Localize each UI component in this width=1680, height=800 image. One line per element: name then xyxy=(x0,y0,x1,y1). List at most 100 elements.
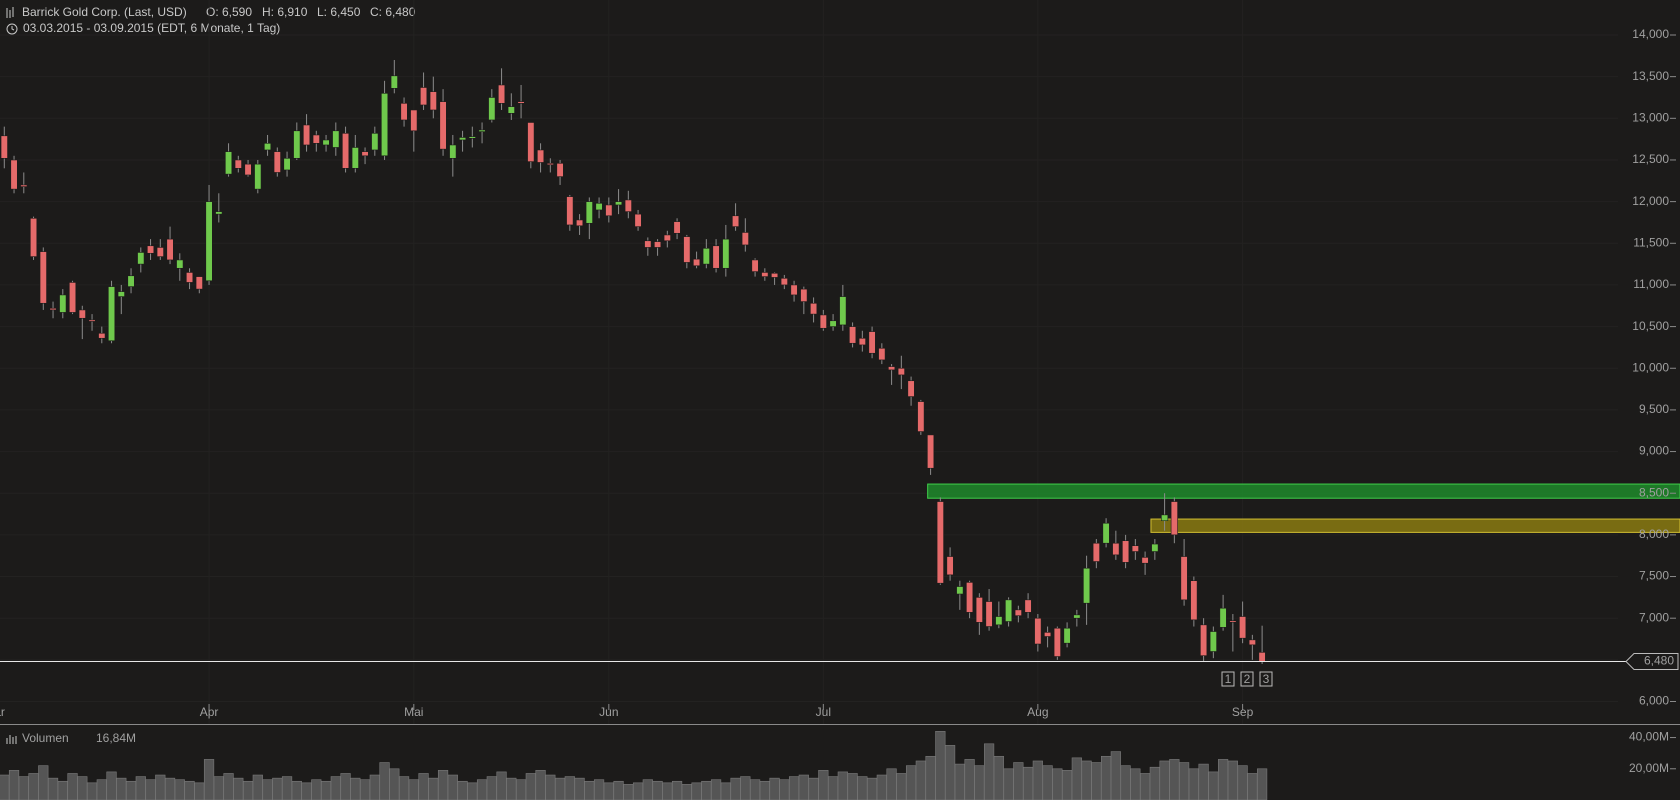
volume-bar xyxy=(993,755,1004,800)
candle-body xyxy=(78,309,86,319)
volume-bar xyxy=(964,759,975,800)
volume-bar xyxy=(164,777,176,800)
volume-bar xyxy=(1218,759,1229,800)
volume-bar xyxy=(1227,760,1238,800)
volume-bar xyxy=(905,765,917,800)
volume-bar xyxy=(944,745,956,800)
volume-bar xyxy=(262,779,273,800)
y-tick-label: 12,500 xyxy=(1632,152,1669,166)
volume-bar xyxy=(1169,759,1180,800)
zone xyxy=(1150,518,1680,533)
volume-bar xyxy=(467,782,478,800)
candle-body xyxy=(1170,501,1178,536)
candle-body xyxy=(400,103,408,121)
volume-bar xyxy=(827,776,839,800)
candle-body xyxy=(205,201,213,282)
last-price-label: 6,480 xyxy=(1644,654,1674,668)
volume-bar xyxy=(740,776,751,800)
candle-body xyxy=(1034,617,1042,645)
volume-bar xyxy=(203,759,215,800)
candle-body xyxy=(1239,616,1247,639)
candle-body xyxy=(332,130,340,148)
candle-body xyxy=(1102,522,1110,544)
y-tick-label: 13,500 xyxy=(1632,69,1669,83)
volume-bar xyxy=(564,776,575,800)
volume-bar xyxy=(350,777,361,800)
candle-body xyxy=(117,291,125,297)
volume-bar xyxy=(320,780,332,800)
candle-body xyxy=(1014,609,1022,616)
volume-bar xyxy=(1042,765,1053,800)
volume-bar xyxy=(535,770,546,800)
volume-bar xyxy=(330,776,341,800)
candle-body xyxy=(98,332,106,339)
volume-bar xyxy=(1013,762,1024,800)
zone xyxy=(927,483,1680,499)
volume-bar xyxy=(515,779,527,800)
candle-body xyxy=(273,151,281,173)
candle-body xyxy=(420,87,428,106)
volume-bar xyxy=(398,776,410,800)
volume-bar xyxy=(1003,768,1014,800)
candle-body xyxy=(751,259,759,272)
candle-body xyxy=(1112,542,1120,556)
volume-bar xyxy=(613,780,624,800)
volume-bar xyxy=(1081,760,1092,800)
candle-body xyxy=(478,129,486,132)
volume-bar xyxy=(915,760,926,800)
volume-bar xyxy=(252,774,263,800)
volume-bar xyxy=(38,765,49,800)
candle-body xyxy=(176,259,184,269)
volume-bar xyxy=(857,776,868,800)
volume-bar xyxy=(389,768,400,800)
volume-bar xyxy=(359,779,371,800)
y-tick-label: 10,500 xyxy=(1632,319,1669,333)
ohlc-label: H: 6,910 xyxy=(262,5,308,19)
candle-body xyxy=(907,380,915,397)
candle-body xyxy=(917,401,925,432)
candle-body xyxy=(1229,620,1237,623)
candle-body xyxy=(663,234,671,242)
candle-body xyxy=(195,276,203,290)
volume-bar xyxy=(1198,763,1209,800)
candle-body xyxy=(780,277,788,286)
volume-bar xyxy=(545,774,556,800)
candle-body xyxy=(1073,614,1081,619)
candle-body xyxy=(683,236,691,263)
symbol-icon xyxy=(6,7,14,18)
y-tick-label: 13,000 xyxy=(1632,110,1669,124)
candle-body xyxy=(390,75,398,89)
volume-bar xyxy=(281,776,293,800)
volume-bar xyxy=(749,779,761,800)
volume-bar xyxy=(1032,760,1043,800)
volume-bar xyxy=(847,773,858,800)
candle-body xyxy=(810,302,818,315)
candle-body xyxy=(878,347,886,361)
candle-body xyxy=(556,162,564,177)
candle-body xyxy=(342,133,350,169)
volume-bar xyxy=(1247,773,1258,800)
volume-bar xyxy=(1091,762,1102,800)
volume-bar xyxy=(184,780,195,800)
candle-body xyxy=(693,258,701,267)
volume-bar xyxy=(593,779,605,800)
volume-bar xyxy=(1052,768,1063,800)
volume-bar xyxy=(769,777,780,800)
volume-bar xyxy=(1159,760,1170,800)
candle-body xyxy=(819,314,827,329)
volume-bar xyxy=(632,782,644,800)
candle-body xyxy=(527,122,535,162)
candle-body xyxy=(839,296,847,326)
x-tick-label: Jul xyxy=(816,705,831,719)
candle-body xyxy=(722,238,730,269)
candle-body xyxy=(68,282,77,313)
candle-body xyxy=(1122,540,1130,563)
candle-body xyxy=(975,597,983,623)
volume-bar xyxy=(340,773,351,800)
candle-body xyxy=(829,320,837,327)
candle-body xyxy=(361,151,369,157)
candle-body xyxy=(985,601,993,627)
volume-bar xyxy=(798,774,809,800)
